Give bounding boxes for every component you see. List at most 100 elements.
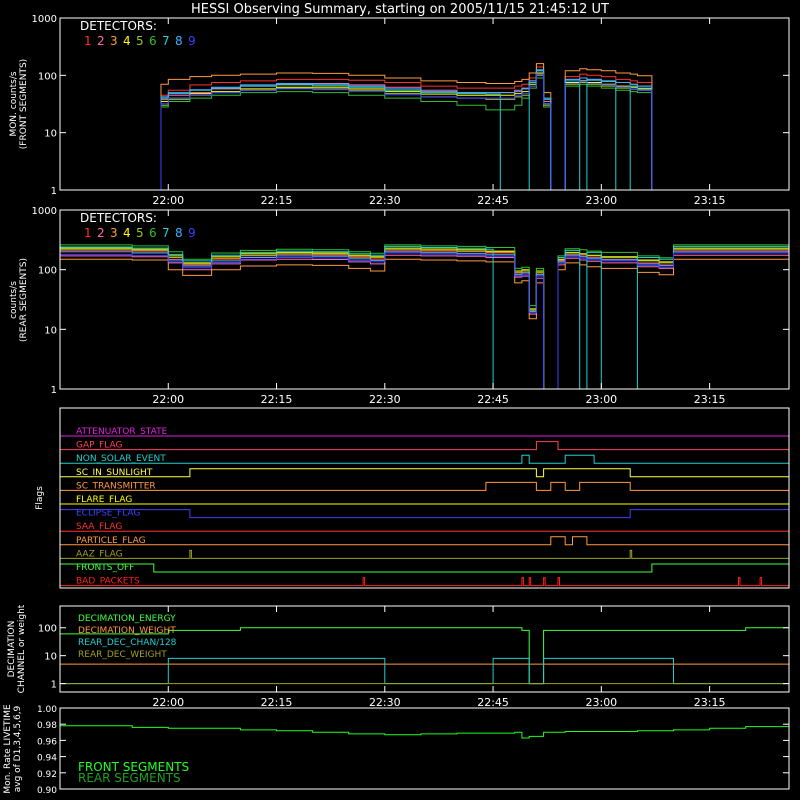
rear-ylabel-line1: counts/s (9, 281, 19, 319)
rear-series-detector-8 (60, 251, 789, 390)
front-legend-detector-7: 7 (162, 34, 170, 48)
front-ytick-label: 100 (38, 71, 57, 82)
front-xtick-label: 22:15 (261, 194, 293, 207)
front-legend-detector-6: 6 (149, 34, 157, 48)
decimation-legend: DECIMATION_ENERGY DECIMATION_WEIGHT REAR_D… (78, 614, 177, 660)
flag-label-aaz-flag: AAZ_FLAG (76, 549, 123, 559)
decimation-xtick-label: 23:15 (694, 696, 726, 709)
front-series-detector-8 (60, 69, 789, 191)
front-series-detector-9 (60, 73, 789, 191)
front-ytick-label: 1000 (32, 14, 57, 25)
front-ylabel-line2: (FRONT SEGMENTS) (19, 59, 29, 149)
decimation-ylabel-line2: CHANNEL or weight (17, 604, 27, 693)
decimation-legend-3: REAR_DEC_WEIGHT (78, 650, 167, 660)
front-legend-detector-9: 9 (188, 34, 196, 48)
livetime-ytick-label: 0.90 (37, 786, 57, 796)
flag-label-sc-transmitter: SC_TRANSMITTER (76, 481, 156, 491)
decimation-xtick-label: 22:15 (261, 696, 293, 709)
decimation-xtick-label: 22:00 (152, 696, 184, 709)
rear-legend-detector-2: 2 (97, 226, 105, 240)
flag-trace-sc-in-sunlight (60, 468, 789, 478)
flag-label-flare-flag: FLARE_FLAG (76, 495, 132, 505)
front-legend-detector-5: 5 (136, 34, 144, 48)
front-xtick-label: 22:30 (369, 194, 401, 207)
flags-ylabel: Flags (35, 486, 45, 510)
flag-label-non-solar-event: NON_SOLAR_EVENT (76, 454, 166, 464)
rear-xtick-label: 22:15 (261, 393, 293, 406)
flag-trace-fronts-off (59, 563, 790, 573)
front-series-detector-1 (60, 66, 789, 191)
flag-label-attenuator-state: ATTENUATOR_STATE (76, 427, 168, 437)
decimation-axes-layer: 1 10 100 22:00 22:15 22:30 22:45 23:00 23:15 (38, 606, 789, 709)
flag-label-sc-in-sunlight: SC_IN_SUNLIGHT (76, 468, 153, 478)
rear-axes-layer: 1 10 100 1000 22:00 22:15 22:30 22:45 23:00 23:15 (32, 206, 789, 406)
rear-xtick-label: 22:00 (152, 393, 184, 406)
livetime-axes-layer: 0.90 0.92 0.94 0.96 0.98 1.00 (37, 705, 789, 796)
rear-xtick-label: 22:45 (477, 393, 509, 406)
rear-series-layer (60, 244, 789, 390)
decimation-ytick-label: 1 (51, 680, 57, 691)
decimation-ytick-label: 100 (38, 624, 57, 635)
decimation-legend-0: DECIMATION_ENERGY (78, 614, 176, 624)
front-series-detector-6 (60, 77, 789, 191)
decimation-xtick-label: 22:45 (477, 696, 509, 709)
front-ytick-label: 10 (44, 129, 57, 140)
livetime-legend-0: FRONT SEGMENTS (78, 760, 189, 774)
rear-series-detector-9 (60, 252, 789, 390)
flag-trace-eclipse-flag (59, 509, 790, 519)
front-axes-layer: 1 10 100 1000 22:00 22:15 22:30 22:45 23:00 23:15 (32, 14, 789, 207)
front-legend-detector-3: 3 (110, 34, 118, 48)
flag-label-fronts-off: FRONTS_OFF (76, 563, 134, 573)
decimation-series-rear-dec-chan-128 (60, 657, 789, 685)
decimation-ytick-label: 10 (44, 652, 57, 663)
rear-series-detector-6 (60, 244, 789, 390)
front-legend-detector-8: 8 (175, 34, 183, 48)
rear-legend-detector-6: 6 (149, 226, 157, 240)
front-xtick-label: 22:00 (152, 194, 184, 207)
livetime-series-front-segments (60, 725, 790, 739)
rear-legend-detector-7: 7 (162, 226, 170, 240)
rear-ytick-label: 1 (51, 385, 57, 396)
livetime-ytick-label: 0.94 (37, 754, 57, 764)
decimation-legend-1: DECIMATION_WEIGHT (78, 626, 176, 636)
flag-trace-particle-flag (60, 536, 789, 546)
livetime-series-layer (60, 725, 790, 739)
decimation-series-layer (60, 627, 789, 685)
livetime-ytick-label: 0.96 (37, 737, 57, 747)
flag-label-gap-flag: GAP_FLAG (76, 441, 122, 451)
flag-trace-non-solar-event (60, 454, 789, 464)
front-series-layer (60, 63, 789, 191)
rear-ytick-label: 10 (44, 325, 57, 336)
flags-panel: ATTENUATOR_STATE GAP_FLAG NON_SOLAR_EVENT S… (35, 407, 790, 589)
front-xtick-label: 23:00 (585, 194, 617, 207)
rear-ytick-label: 100 (38, 266, 57, 277)
front-ylabel-line1: MON. counts/s (9, 71, 19, 136)
flag-trace-gap-flag (60, 441, 789, 451)
livetime-ylabel-line1: Mon. Rate LIVETIME (3, 704, 13, 794)
decimation-panel: 1 10 100 22:00 22:15 22:30 22:45 23:00 23:15 DEC… (7, 604, 790, 709)
rear-legend-detector-1: 1 (84, 226, 92, 240)
flag-trace-aaz-flag (60, 549, 789, 559)
rear-legend-detector-5: 5 (136, 226, 144, 240)
rear-xtick-label: 22:30 (369, 393, 401, 406)
figure-title: HESSI Observing Summary, starting on 200… (191, 2, 609, 17)
livetime-legend-1: REAR SEGMENTS (78, 771, 181, 785)
livetime-ylabel-line2: avg of D1,3,4,5,6,9 (13, 705, 23, 792)
front-legend-detector-4: 4 (123, 34, 131, 48)
decimation-series-decimation-energy (60, 627, 789, 685)
rear-legend-title: DETECTORS: (80, 211, 157, 225)
front-legend-detector-2: 2 (97, 34, 105, 48)
front-xtick-label: 23:15 (694, 194, 726, 207)
flags-layer: ATTENUATOR_STATE GAP_FLAG NON_SOLAR_EVENT S… (59, 427, 790, 587)
flag-label-bad-packets: BAD_PACKETS (76, 577, 140, 587)
rear-legend-detector-8: 8 (175, 226, 183, 240)
front-legend-detector-1: 1 (84, 34, 92, 48)
decimation-xtick-label: 22:30 (369, 696, 401, 709)
rear-legend-detector-9: 9 (188, 226, 196, 240)
front-xtick-label: 22:45 (477, 194, 509, 207)
livetime-ytick-label: 1.00 (37, 705, 57, 715)
